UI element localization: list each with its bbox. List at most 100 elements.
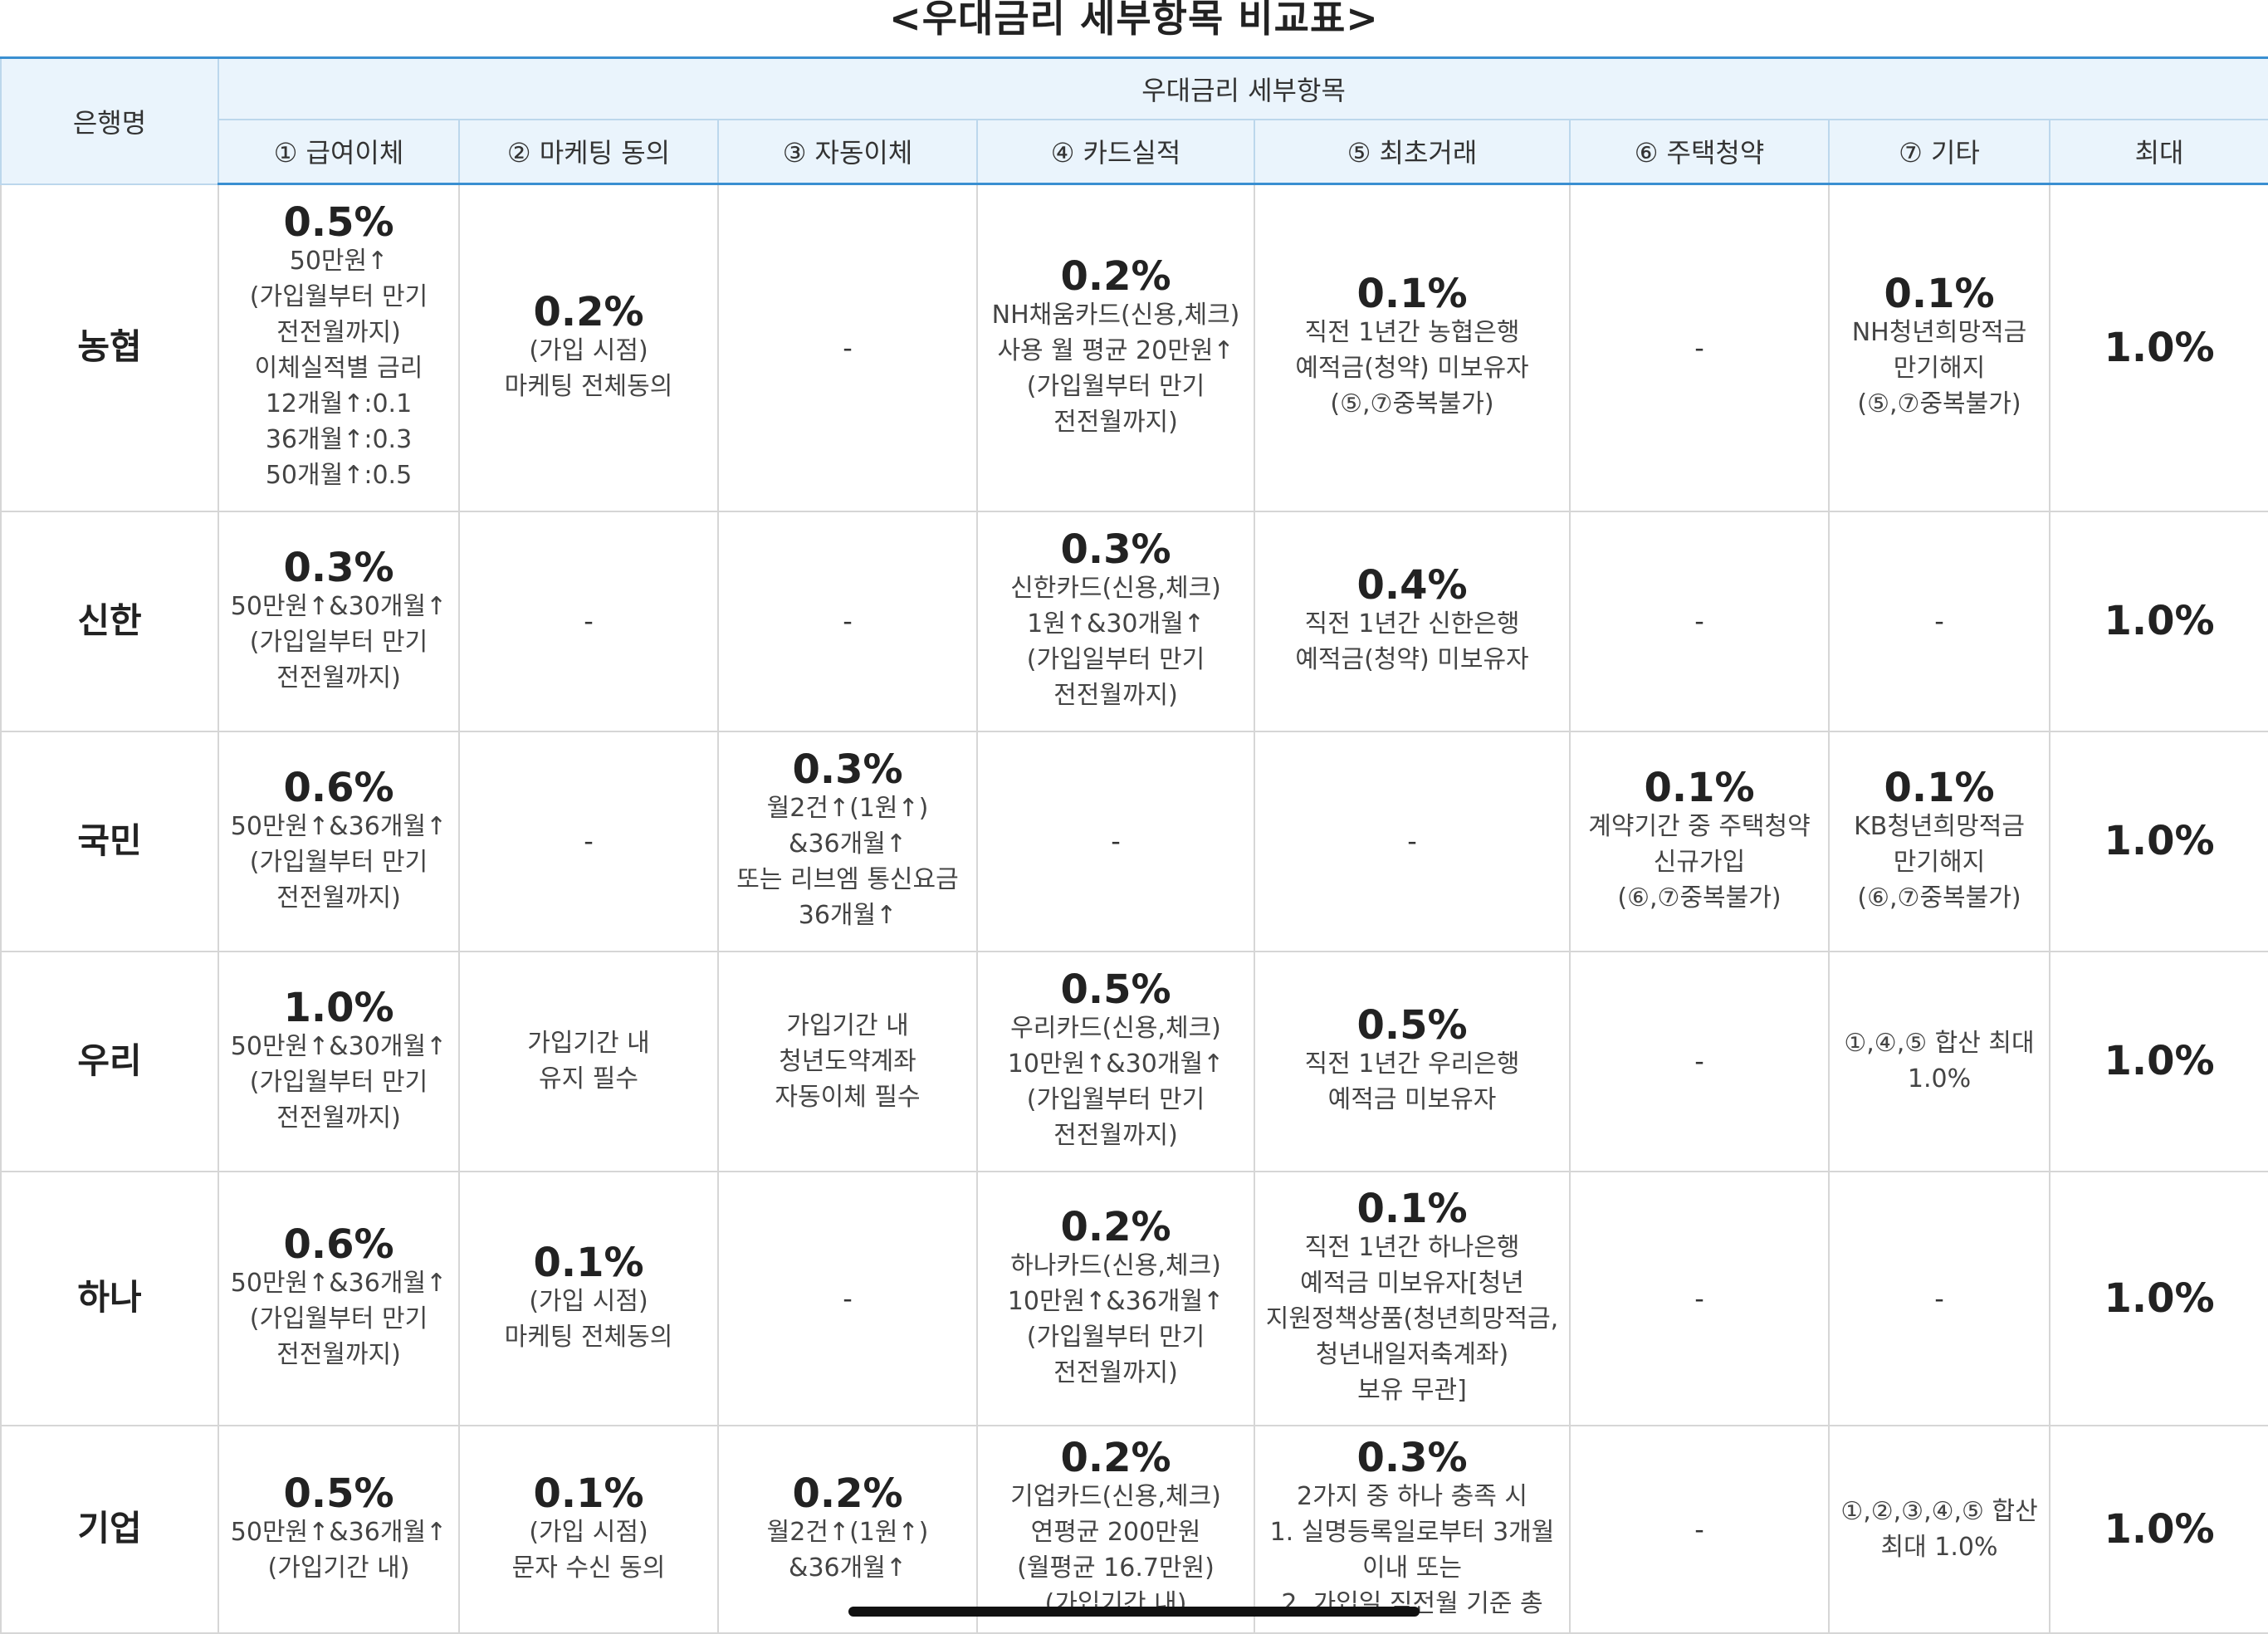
- rate-condition-text: 전전월까지): [276, 1340, 401, 1369]
- rate-detail-cell: 0.1% 직전 1년간 하나은행 예적금 미보유자[청년 지원정책상품(청년희망적금,…: [1254, 1170, 1571, 1426]
- rate-condition-text: 직전 1년간 농협은행: [1304, 318, 1520, 348]
- rate-condition-text: 전전월까지): [276, 1103, 401, 1133]
- rate-detail-cell: 1.0% 50만원↑&30개월↑ (가입월부터 만기 전전월까지): [218, 950, 460, 1172]
- rate-value: 0.1%: [1356, 1186, 1468, 1232]
- rate-detail-cell: 0.2% 하나카드(신용,체크) 10만원↑&36개월↑ (가입월부터 만기 전전월까지…: [976, 1170, 1255, 1426]
- rate-detail-cell: -: [1254, 730, 1571, 952]
- rate-detail-cell: 0.3% 50만원↑&30개월↑ (가입일부터 만기 전전월까지): [218, 510, 460, 732]
- rate-condition-text: (가입일부터 만기: [1026, 645, 1205, 674]
- rate-condition-text: 가입기간 내: [527, 1029, 650, 1058]
- rate-condition-text: 월2건↑(1원↑): [766, 794, 929, 823]
- rate-condition-text: 50만원↑: [289, 247, 389, 276]
- rate-value: 0.2%: [1060, 1434, 1171, 1481]
- rate-detail-cell: 0.2% NH채움카드(신용,체크) 사용 월 평균 20만원↑ (가입월부터 만기 전…: [976, 183, 1255, 512]
- rate-condition-text: 12개월↑:0.1: [265, 389, 413, 419]
- rate-condition-text: (⑤,⑦중복불가): [1857, 389, 2021, 419]
- rate-condition-text: ①,④,⑤ 합산 최대: [1844, 1029, 2035, 1058]
- rate-condition-text: 직전 1년간 하나은행: [1304, 1233, 1520, 1262]
- rate-condition-text: 36개월↑: [798, 901, 897, 930]
- rate-value: 0.1%: [1356, 271, 1468, 318]
- rate-condition-text: 계약기간 중 주택청약: [1588, 811, 1811, 841]
- rate-condition-text: (가입일부터 만기: [249, 627, 428, 657]
- col-header-autotransfer: ③ 자동이체: [717, 118, 978, 185]
- rate-condition-text: 전전월까지): [276, 883, 401, 912]
- rate-value: 0.6%: [283, 1221, 394, 1268]
- rate-detail-cell: -: [458, 730, 719, 952]
- table-row: 신한 0.3% 50만원↑&30개월↑ (가입일부터 만기 전전월까지) - -0.3% 신한…: [0, 510, 2268, 732]
- rate-condition-text: 기업카드(신용,체크): [1010, 1481, 1221, 1511]
- rate-condition-text: 10만원↑&30개월↑: [1007, 1049, 1224, 1079]
- rate-condition-text: 마케팅 전체동의: [504, 371, 673, 401]
- rate-condition-text: 유지 필수: [539, 1064, 638, 1093]
- col-header-housing: ⑥ 주택청약: [1569, 118, 1830, 185]
- rate-condition-text: 지원정책상품(청년희망적금,: [1265, 1304, 1559, 1333]
- rate-value: 0.3%: [1356, 1434, 1468, 1481]
- rate-detail-cell: 0.4% 직전 1년간 신한은행 예적금(청약) 미보유자: [1254, 510, 1571, 732]
- bank-name-cell: 기업: [0, 1424, 219, 1634]
- header-row-columns: ① 급여이체 ② 마케팅 동의 ③ 자동이체 ④ 카드실적 ⑤ 최초거래 ⑥ 주…: [1, 118, 2268, 185]
- rate-detail-cell: -: [1569, 1170, 1830, 1426]
- rate-condition-text: 1.0%: [1907, 1064, 1972, 1093]
- rate-value: 0.1%: [1644, 764, 1755, 811]
- rate-condition-text: 1. 실명등록일로부터 3개월: [1269, 1517, 1555, 1547]
- table-header: 은행명 우대금리 세부항목 ① 급여이체 ② 마케팅 동의 ③ 자동이체 ④ 카…: [0, 56, 2268, 185]
- bank-name-cell: 하나: [0, 1170, 219, 1426]
- rate-condition-text: 마케팅 전체동의: [504, 1322, 673, 1352]
- rate-condition-text: 우리카드(신용,체크): [1010, 1014, 1221, 1043]
- rate-condition-text: 최대 1.0%: [1880, 1532, 1998, 1562]
- rate-condition-text: (가입월부터 만기: [249, 1067, 428, 1097]
- rate-value: 0.2%: [1060, 252, 1171, 300]
- rate-condition-text: (⑤,⑦중복불가): [1330, 389, 1494, 419]
- rate-condition-text: 전전월까지): [276, 318, 401, 348]
- rate-condition-text: 50만원↑&36개월↑: [230, 1269, 447, 1298]
- col-header-salary: ① 급여이체: [218, 118, 460, 185]
- rate-detail-cell: -: [1569, 510, 1830, 732]
- col-header-max: 최대: [2048, 118, 2268, 185]
- rate-condition-text: 신한카드(신용,체크): [1010, 574, 1221, 603]
- table-row: 기업 0.5% 50만원↑&36개월↑ (가입기간 내) 0.1% (가입 시점) 문자 수…: [0, 1424, 2268, 1634]
- rate-detail-cell: -: [1828, 510, 2050, 732]
- rate-detail-cell: ①,④,⑤ 합산 최대 1.0%: [1828, 950, 2050, 1172]
- bank-name-cell: 국민: [0, 730, 219, 952]
- rate-condition-text: &36개월↑: [789, 1553, 907, 1583]
- rate-value: 0.6%: [283, 764, 394, 811]
- rate-condition-text: 2가지 중 하나 충족 시: [1296, 1481, 1528, 1511]
- rate-detail-cell: 0.5% 우리카드(신용,체크) 10만원↑&30개월↑ (가입월부터 만기 전전월까지…: [976, 950, 1255, 1172]
- rate-detail-cell: 0.1% (가입 시점) 마케팅 전체동의: [458, 1170, 719, 1426]
- rate-condition-text: (⑥,⑦중복불가): [1857, 883, 2021, 912]
- rate-comparison-table: 은행명 우대금리 세부항목 ① 급여이체 ② 마케팅 동의 ③ 자동이체 ④ 카…: [0, 56, 2268, 1634]
- col-header-etc: ⑦ 기타: [1828, 118, 2050, 185]
- rate-condition-text: 직전 1년간 우리은행: [1304, 1049, 1520, 1079]
- rate-condition-text: (가입월부터 만기: [249, 1304, 428, 1333]
- table-row: 농협 0.5% 50만원↑ (가입월부터 만기 전전월까지) 이체실적별 금리 12개월↑:…: [0, 183, 2268, 512]
- rate-condition-text: 전전월까지): [1053, 1121, 1178, 1150]
- table-body: 농협 0.5% 50만원↑ (가입월부터 만기 전전월까지) 이체실적별 금리 12개월↑:…: [0, 183, 2268, 1634]
- rate-condition-text: 50만원↑&36개월↑: [230, 1517, 447, 1547]
- rate-condition-text: 예적금(청약) 미보유자: [1295, 645, 1529, 674]
- rate-condition-text: (가입월부터 만기: [1026, 1085, 1205, 1114]
- rate-value: 0.5%: [283, 1470, 394, 1517]
- rate-detail-cell: 0.1% KB청년희망적금 만기해지 (⑥,⑦중복불가): [1828, 730, 2050, 952]
- header-row-group: 은행명 우대금리 세부항목: [0, 56, 2268, 185]
- rate-condition-text: 사용 월 평균 20만원↑: [997, 335, 1234, 365]
- rate-condition-text: 50만원↑&36개월↑: [230, 811, 447, 841]
- rate-detail-cell: 0.5% 50만원↑ (가입월부터 만기 전전월까지) 이체실적별 금리 12개월↑:0.…: [218, 183, 460, 512]
- rate-detail-cell: 0.3% 신한카드(신용,체크) 1원↑&30개월↑ (가입일부터 만기 전전월까지): [976, 510, 1255, 732]
- max-rate-cell: 1.0%: [2048, 510, 2268, 732]
- rate-condition-text: NH채움카드(신용,체크): [991, 300, 1240, 330]
- rate-condition-text: (가입월부터 만기: [249, 282, 428, 312]
- rate-condition-text: 전전월까지): [1053, 681, 1178, 710]
- rate-condition-text: 만기해지: [1893, 354, 1986, 384]
- table-row: 우리 1.0% 50만원↑&30개월↑ (가입월부터 만기 전전월까지) 가입기간 내 유지…: [0, 950, 2268, 1172]
- rate-value: 0.1%: [1884, 271, 1995, 318]
- rate-condition-text: &36개월↑: [789, 829, 907, 859]
- rate-condition-text: KB청년희망적금: [1854, 811, 2025, 841]
- max-rate-cell: 1.0%: [2048, 950, 2268, 1172]
- rate-condition-text: 자동이체 필수: [775, 1082, 921, 1112]
- preferential-items-header: 우대금리 세부항목: [217, 56, 2268, 120]
- rate-condition-text: 예적금 미보유자: [1327, 1085, 1497, 1114]
- rate-condition-text: 이체실적별 금리: [254, 354, 423, 384]
- rate-condition-text: 10만원↑&36개월↑: [1007, 1286, 1224, 1316]
- rate-condition-text: 문자 수신 동의: [511, 1553, 666, 1583]
